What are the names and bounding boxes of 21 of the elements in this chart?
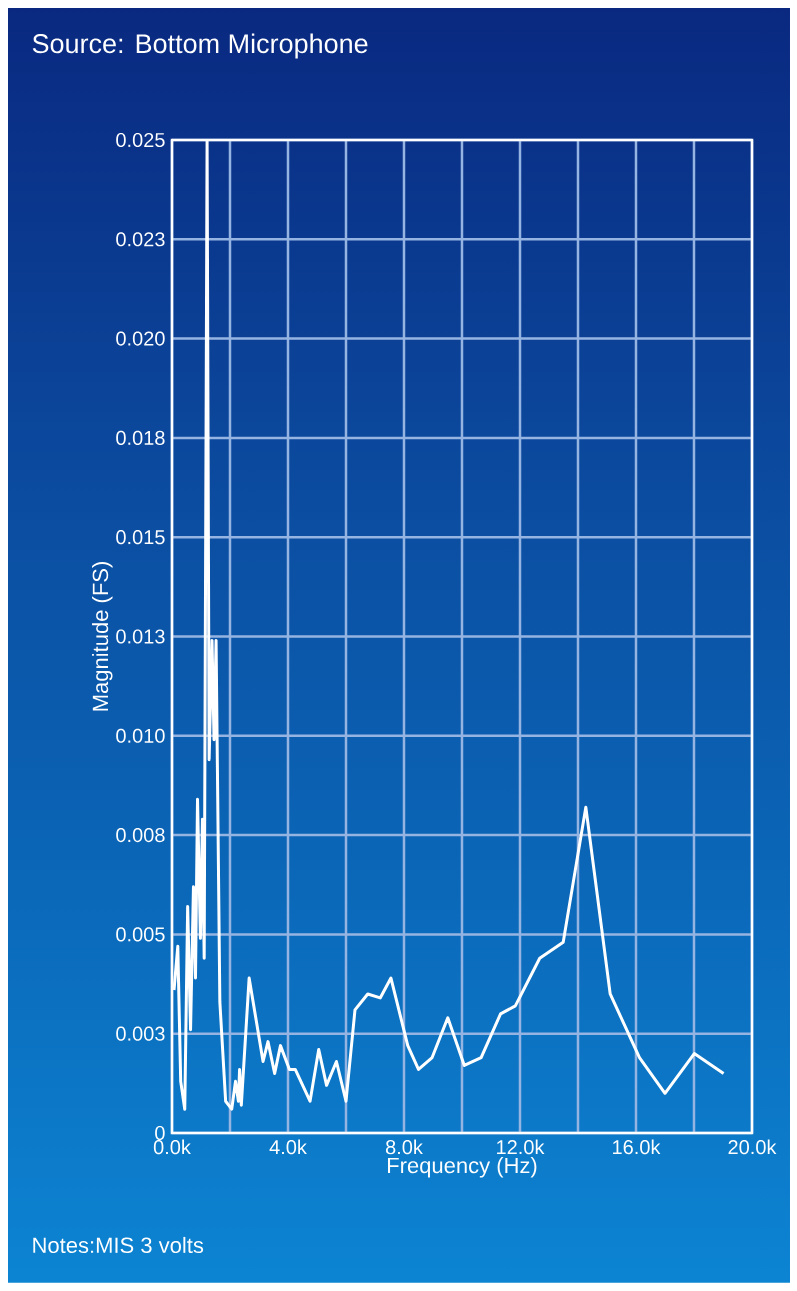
x-tick-label: 8.0k <box>385 1139 423 1155</box>
y-tick-label: 0.008 <box>116 828 165 843</box>
y-tick-label: 0.018 <box>116 430 165 445</box>
text: Notes:MIS 3 volts <box>33 1236 204 1254</box>
chart-title: Source: Bottom Microphone <box>32 33 368 59</box>
y-tick-label: 0.013 <box>116 629 165 644</box>
y-tick-label: 0.003 <box>116 1026 165 1041</box>
y-tick-label: 0.010 <box>116 728 165 743</box>
y-tick-label: 0.005 <box>116 927 165 942</box>
y-tick-label: 0.023 <box>116 232 165 247</box>
x-tick-label: 4.0k <box>269 1139 307 1155</box>
y-tick-label: 0.020 <box>116 331 165 346</box>
y-tick-label: 0 <box>155 1125 165 1141</box>
x-axis-title: Frequency (Hz) <box>388 1157 537 1178</box>
y-axis-title: Magnitude (FS) <box>92 562 113 711</box>
x-tick-label: 16.0k <box>613 1139 661 1155</box>
x-tick-label: 20.0k <box>728 1139 777 1155</box>
x-tick-label: 12.0k <box>497 1139 545 1155</box>
y-tick-label: 0.015 <box>116 530 165 545</box>
y-tick-label: 0.025 <box>116 132 165 148</box>
x-tick-label: 0.0k <box>153 1139 191 1155</box>
